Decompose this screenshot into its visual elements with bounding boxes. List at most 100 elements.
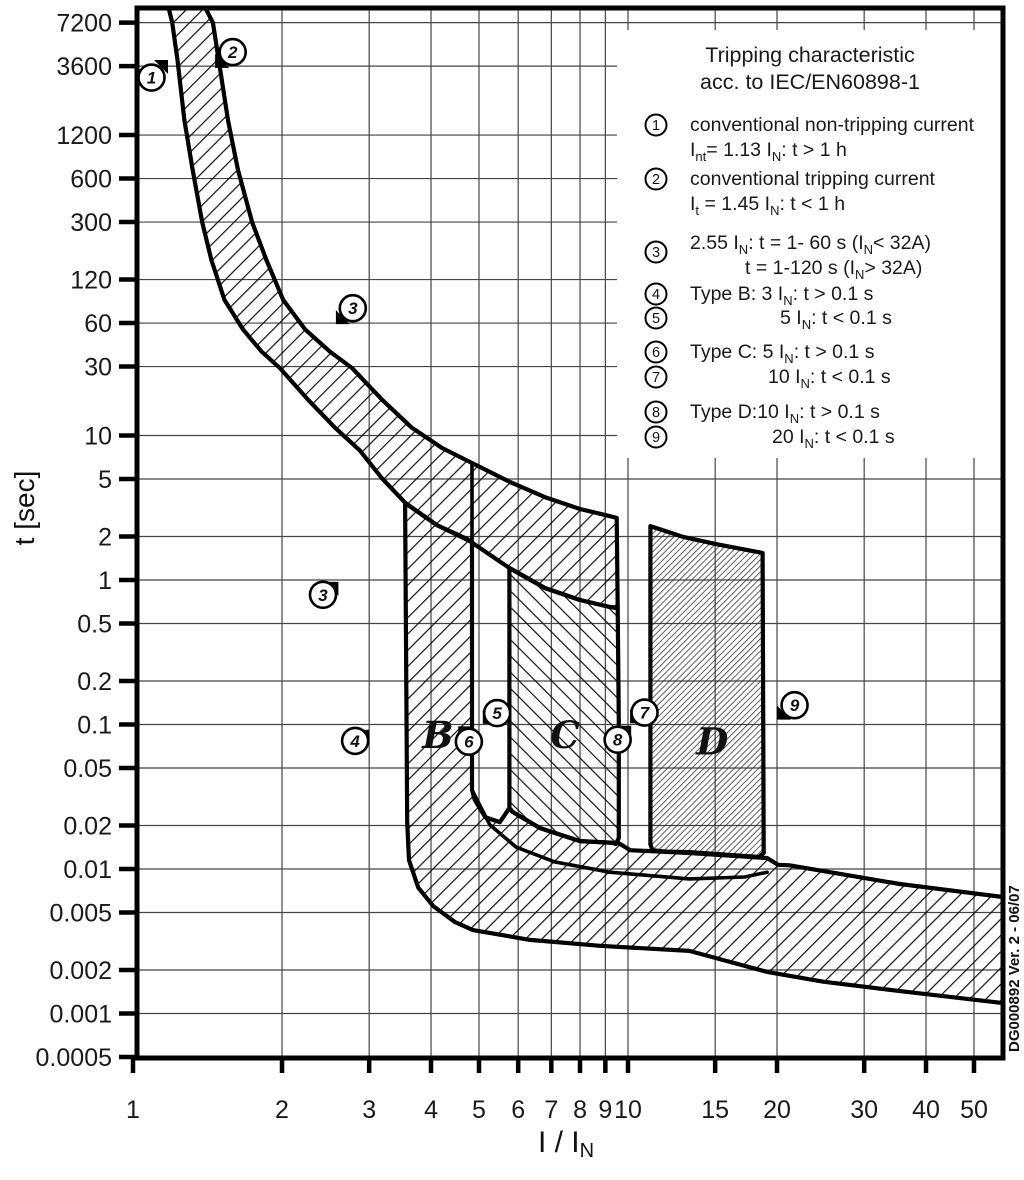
x-axis-title: I / IN — [538, 1126, 594, 1162]
x-tick-label-30: 30 — [850, 1096, 878, 1124]
x-tick-label-2: 2 — [275, 1096, 289, 1124]
y-tick-label-1200: 1200 — [56, 122, 112, 150]
marker-number: 8 — [613, 731, 623, 750]
legend-title-line1: Tripping characteristic — [705, 43, 915, 67]
legend-number: 6 — [652, 345, 660, 361]
x-tick-label-40: 40 — [912, 1096, 940, 1124]
marker-number: 3 — [318, 586, 328, 605]
y-tick-label-10: 10 — [84, 423, 112, 451]
x-tick-label-7: 7 — [544, 1096, 558, 1124]
legend-background — [617, 30, 1001, 458]
legend-number-circle — [644, 306, 668, 330]
legend-number: 8 — [652, 405, 660, 421]
marker-circle — [218, 37, 247, 67]
marker-8-8: 8 — [603, 725, 632, 754]
marker-number: 6 — [464, 733, 474, 752]
y-tick-label-0.2: 0.2 — [77, 668, 112, 696]
legend-number-circle — [644, 365, 668, 389]
legend-item-2: 2 conventional tripping current It = 1.45 … — [644, 167, 936, 218]
marker-circle — [630, 698, 659, 727]
y-axis-title: t [sec] — [9, 471, 40, 546]
marker-circle — [482, 698, 512, 728]
marker-number: 9 — [790, 696, 800, 715]
legend-number: 4 — [652, 287, 660, 303]
legend-item-text: Type D:10 IN: t > 0.1 s — [690, 401, 880, 426]
legend-number: 9 — [652, 430, 660, 446]
x-tick-label-50: 50 — [960, 1096, 988, 1124]
y-tick-label-0.02: 0.02 — [63, 813, 112, 841]
marker-number: 4 — [349, 732, 360, 751]
legend-item-text: Type C: 5 IN: t > 0.1 s — [690, 341, 875, 366]
x-tick-label-3: 3 — [362, 1096, 376, 1124]
y-tick-label-5: 5 — [98, 466, 112, 494]
x-tick-label-10: 10 — [614, 1096, 642, 1124]
marker-number: 3 — [348, 299, 358, 318]
legend-number-circle — [644, 282, 668, 306]
legend-number-circle — [644, 340, 668, 364]
legend-item-text: 5 IN: t < 0.1 s — [780, 307, 892, 332]
thermal-band-region — [166, 5, 620, 611]
marker-1-0: 1 — [137, 59, 169, 92]
type-c-band-region — [507, 565, 621, 847]
y-tick-label-0.0005: 0.0005 — [36, 1044, 112, 1072]
marker-number: 1 — [147, 69, 156, 88]
legend-item-5: 5 5 IN: t < 0.1 s — [644, 306, 892, 332]
y-tick-label-600: 600 — [70, 166, 112, 194]
legend-panel — [617, 30, 1001, 458]
region-label-b: B — [421, 713, 453, 757]
y-tick-label-0.005: 0.005 — [49, 899, 112, 927]
marker-circle — [308, 580, 338, 610]
marker-circle — [780, 690, 809, 720]
legend-title-line2: acc. to IEC/EN60898-1 — [700, 70, 920, 94]
marker-5-5: 5 — [482, 698, 512, 728]
marker-number: 7 — [640, 704, 651, 723]
marker-3-3: 3 — [308, 580, 339, 610]
type-d-band-region — [648, 524, 766, 860]
marker-circle — [340, 726, 370, 756]
marker-number: 5 — [492, 704, 502, 723]
region-labels: B C D — [421, 713, 728, 764]
marker-7-7: 7 — [630, 698, 659, 727]
y-tick-label-0.01: 0.01 — [63, 856, 112, 884]
legend-item-text: 2.55 IN: t = 1- 60 s (IN< 32A) — [690, 232, 931, 257]
legend-number-circle — [644, 113, 668, 137]
marker-3-2: 3 — [335, 293, 368, 325]
plot-frame-and-ticks — [119, 5, 1006, 1073]
marker-circle — [137, 63, 166, 92]
x-tick-label-20: 20 — [763, 1096, 791, 1124]
marker-circle — [603, 725, 632, 754]
y-tick-label-0.05: 0.05 — [63, 755, 112, 783]
legend-item-9: 9 20 IN: t < 0.1 s — [644, 425, 895, 451]
x-tick-label-15: 15 — [701, 1096, 729, 1124]
document-number-watermark: DG000892 Ver. 2 - 06/07 — [1006, 885, 1023, 1052]
legend-item-text: t = 1-120 s (IN> 32A) — [745, 257, 922, 282]
y-tick-label-30: 30 — [84, 354, 112, 382]
marker-4-4: 4 — [340, 726, 370, 756]
legend-number: 1 — [652, 118, 660, 134]
marker-circle — [454, 727, 484, 757]
legend-item-text: It = 1.45 IN: t < 1 h — [690, 193, 845, 218]
x-tick-label-9: 9 — [598, 1096, 612, 1124]
y-tick-label-1: 1 — [98, 567, 112, 595]
legend-number: 2 — [652, 172, 660, 188]
legend-item-6: 6 Type C: 5 IN: t > 0.1 s — [644, 340, 875, 366]
legend-number-circle — [644, 240, 668, 264]
legend-item-3: 3 2.55 IN: t = 1- 60 s (IN< 32A)t = 1-120… — [644, 232, 931, 282]
plot-border — [134, 5, 1006, 1061]
y-tick-label-3600: 3600 — [56, 53, 112, 81]
y-tick-label-2: 2 — [98, 524, 112, 552]
region-label-d: D — [695, 719, 728, 763]
band-edge-lines — [470, 461, 769, 881]
tripping-bands — [166, 5, 1005, 1006]
y-tick-label-120: 120 — [70, 267, 112, 295]
legend-item-text: Type B: 3 IN: t > 0.1 s — [690, 283, 874, 308]
marker-2-1: 2 — [215, 37, 247, 68]
legend-item-text: 10 IN: t < 0.1 s — [768, 366, 891, 391]
legend-item-text: conventional non-tripping current — [690, 114, 975, 136]
y-tick-label-0.5: 0.5 — [77, 610, 112, 638]
marker-circle — [338, 293, 368, 323]
marker-6-6: 6 — [454, 726, 484, 757]
marker-number: 2 — [227, 43, 238, 62]
x-tick-label-8: 8 — [573, 1096, 587, 1124]
